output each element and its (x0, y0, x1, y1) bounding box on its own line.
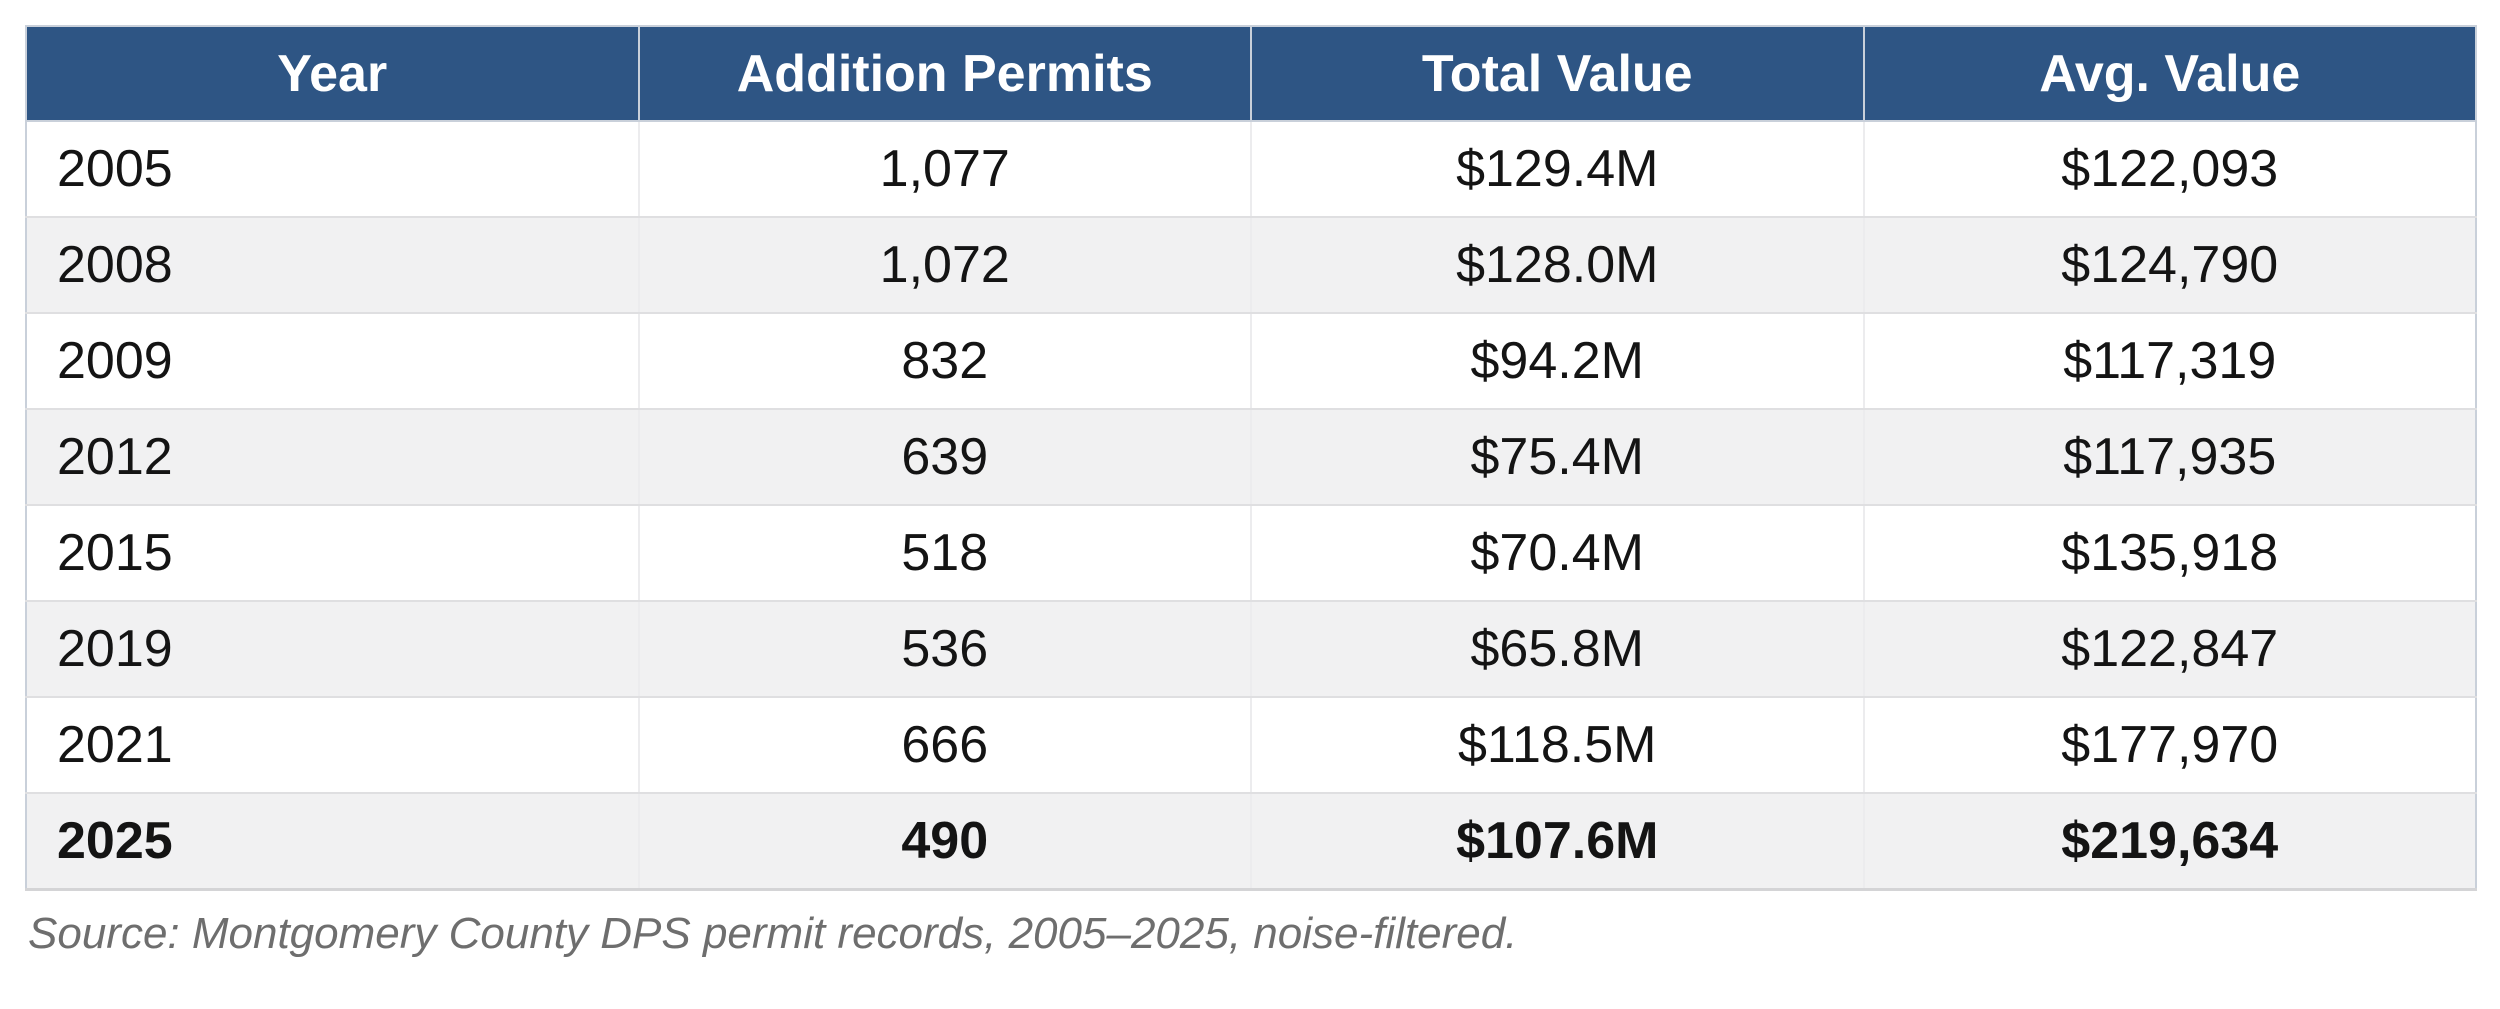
cell-total-value: $94.2M (1251, 313, 1865, 410)
cell-addition-permits: 1,072 (638, 217, 1252, 314)
cell-avg-value: $122,847 (1863, 601, 2476, 698)
cell-addition-permits: 639 (638, 409, 1252, 506)
cell-avg-value: $122,093 (1863, 121, 2476, 218)
source-note: Source: Montgomery County DPS permit rec… (28, 908, 1518, 958)
cell-avg-value: $177,970 (1863, 697, 2476, 794)
column-header-addition-permits: Addition Permits (637, 25, 1252, 122)
cell-total-value: $107.6M (1251, 793, 1865, 891)
cell-avg-value: $124,790 (1863, 217, 2476, 314)
cell-year: 2025 (26, 793, 640, 891)
header-row: Year Addition Permits Total Value Avg. V… (25, 25, 2477, 122)
cell-total-value: $65.8M (1251, 601, 1865, 698)
permits-table: Year Addition Permits Total Value Avg. V… (25, 25, 2477, 891)
page: Year Addition Permits Total Value Avg. V… (0, 25, 2500, 1009)
cell-year: 2009 (26, 313, 640, 410)
cell-avg-value: $219,634 (1863, 793, 2476, 891)
cell-year: 2021 (26, 697, 640, 794)
cell-total-value: $128.0M (1251, 217, 1865, 314)
cell-avg-value: $117,935 (1863, 409, 2476, 506)
cell-year: 2008 (26, 217, 640, 314)
column-header-total-value: Total Value (1250, 25, 1865, 122)
cell-year: 2005 (26, 121, 640, 218)
table-row: 2021 666 $118.5M $177,970 (26, 697, 2476, 794)
column-header-avg-value: Avg. Value (1862, 25, 2477, 122)
cell-avg-value: $117,319 (1863, 313, 2476, 410)
cell-total-value: $70.4M (1251, 505, 1865, 602)
cell-year: 2019 (26, 601, 640, 698)
table-row: 2025 490 $107.6M $219,634 (26, 793, 2476, 891)
column-header-year: Year (25, 25, 640, 122)
table-header: Year Addition Permits Total Value Avg. V… (25, 25, 2477, 122)
cell-year: 2015 (26, 505, 640, 602)
table-body: 2005 1,077 $129.4M $122,093 2008 1,072 $128.0M… (26, 121, 2476, 891)
cell-avg-value: $135,918 (1863, 505, 2476, 602)
table-row: 2019 536 $65.8M $122,847 (26, 601, 2476, 698)
cell-addition-permits: 490 (638, 793, 1252, 891)
cell-total-value: $118.5M (1251, 697, 1865, 794)
cell-total-value: $129.4M (1251, 121, 1865, 218)
cell-addition-permits: 1,077 (638, 121, 1252, 218)
table-row: 2008 1,072 $128.0M $124,790 (26, 217, 2476, 314)
cell-addition-permits: 536 (638, 601, 1252, 698)
table-row: 2012 639 $75.4M $117,935 (26, 409, 2476, 506)
table-row: 2009 832 $94.2M $117,319 (26, 313, 2476, 410)
table-row: 2005 1,077 $129.4M $122,093 (26, 121, 2476, 218)
cell-total-value: $75.4M (1251, 409, 1865, 506)
cell-addition-permits: 666 (638, 697, 1252, 794)
table-row: 2015 518 $70.4M $135,918 (26, 505, 2476, 602)
cell-addition-permits: 518 (638, 505, 1252, 602)
cell-year: 2012 (26, 409, 640, 506)
cell-addition-permits: 832 (638, 313, 1252, 410)
